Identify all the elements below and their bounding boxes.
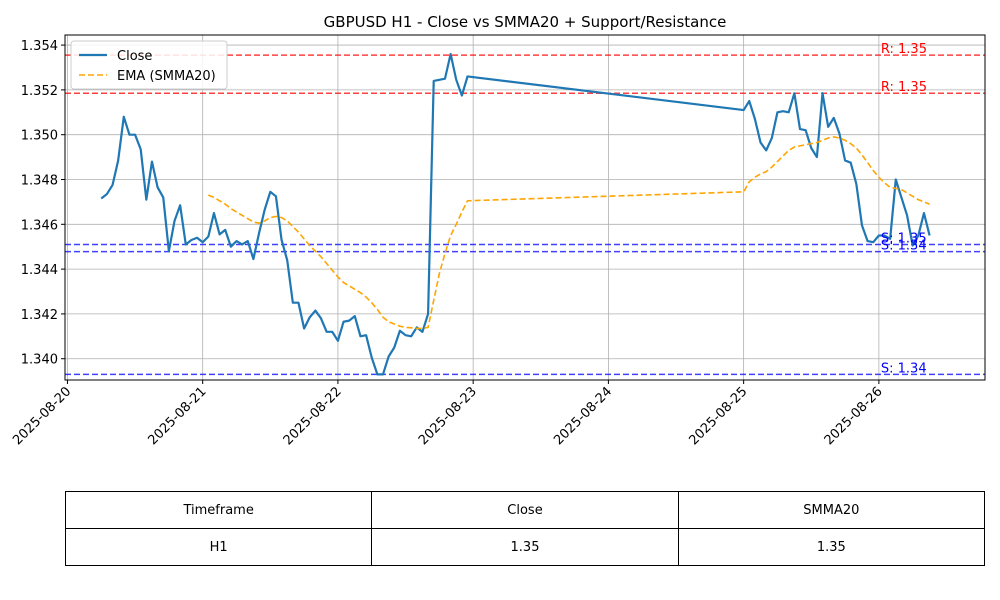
legend-close-label: Close (117, 49, 152, 64)
close-series-line (100, 52, 931, 376)
table-cell: H1 (64, 528, 373, 566)
y-tick-label: 1.348 (21, 173, 58, 188)
x-tick-label: 2025-08-24 (551, 384, 615, 448)
x-tick-label: 2025-08-23 (416, 384, 480, 448)
line-annotations: R: 1.35R: 1.35S: 1.35S: 1.34S: 1.34 (881, 42, 927, 376)
legend-smma-label: EMA (SMMA20) (117, 69, 216, 84)
x-tick-label: 2025-08-22 (281, 384, 345, 448)
x-tick-label: 2025-08-26 (822, 384, 886, 448)
resistance-label: R: 1.35 (881, 42, 927, 57)
resistance-label: R: 1.35 (881, 80, 927, 95)
x-axis: 2025-08-20 2025-08-21 2025-08-22 2025-08-23… (10, 380, 886, 448)
y-tick-label: 1.354 (21, 39, 58, 54)
table-cell: 1.35 (677, 528, 986, 566)
y-tick-label: 1.342 (21, 308, 58, 323)
legend: Close EMA (SMMA20) (70, 40, 228, 90)
y-axis: 1.340 1.342 1.344 1.346 1.348 1.350 1.352 1.354 (21, 39, 65, 368)
table-header-cell: SMMA20 (677, 491, 986, 529)
table-header-row: Timeframe Close SMMA20 (64, 491, 986, 529)
support-resistance-lines (65, 54, 985, 376)
table-header-cell: Close (371, 491, 679, 529)
x-tick-label: 2025-08-25 (686, 384, 750, 448)
y-tick-label: 1.352 (21, 84, 58, 99)
chart-title: GBPUSD H1 - Close vs SMMA20 + Support/Re… (324, 13, 727, 31)
y-tick-label: 1.344 (21, 263, 58, 278)
legend-box (70, 40, 228, 90)
support-label: S: 1.34 (881, 361, 927, 376)
summary-table: Timeframe Close SMMA20 H1 1.35 1.35 (64, 491, 986, 566)
plot-frame (64, 34, 986, 381)
table-cell: 1.35 (371, 528, 679, 566)
support-label: S: 1.35 (881, 231, 927, 246)
series-layer (100, 52, 931, 376)
y-tick-label: 1.346 (21, 218, 58, 233)
x-tick-label: 2025-08-20 (10, 384, 74, 448)
table-row: H1 1.35 1.35 (64, 528, 986, 566)
x-tick-label: 2025-08-21 (145, 384, 209, 448)
y-tick-label: 1.340 (21, 353, 58, 368)
smma20-series-line (208, 136, 930, 330)
table-header-cell: Timeframe (64, 491, 373, 529)
support-label: S: 1.34 (881, 239, 927, 254)
chart-canvas: GBPUSD H1 - Close vs SMMA20 + Support/Re… (10, 13, 986, 448)
y-tick-label: 1.350 (21, 129, 58, 144)
